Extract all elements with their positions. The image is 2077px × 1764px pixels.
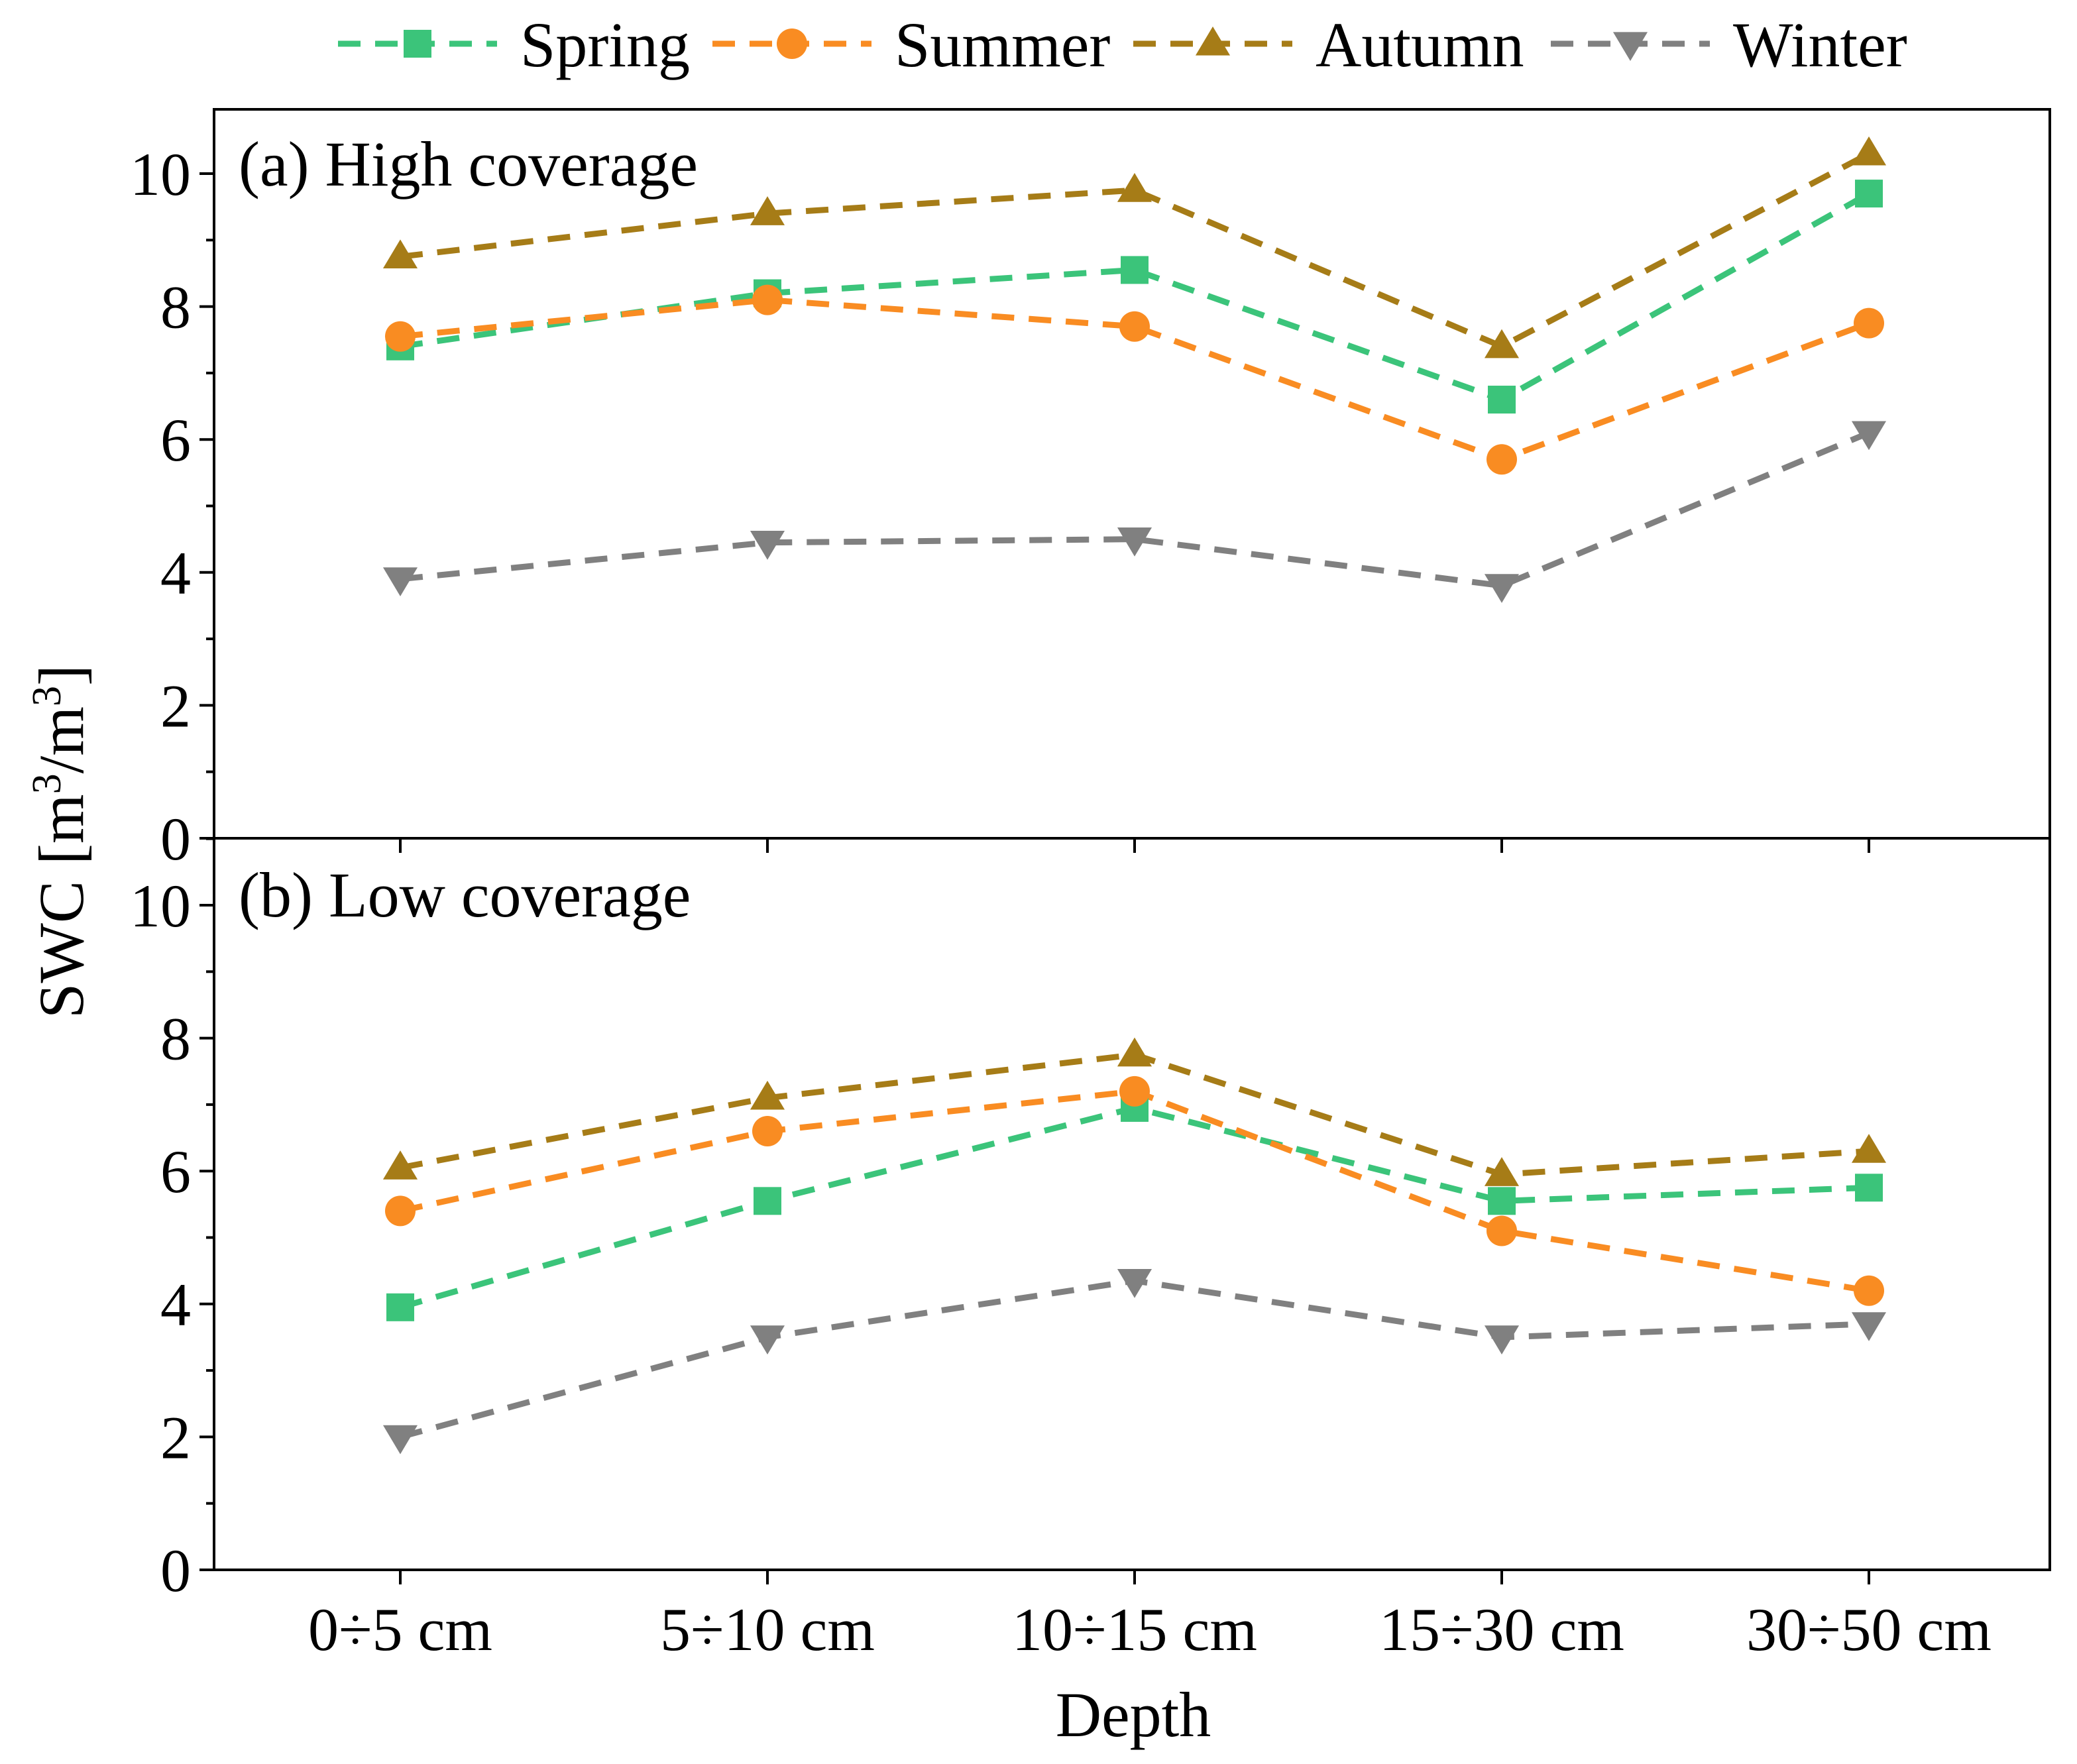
panel-low-coverage: (b) Low coverage 0 2 4 6 8 10 [130,837,2051,1604]
data-point-spring-5-10-cm [754,1187,781,1215]
legend-item-summer: Summer [712,9,1110,80]
x-axis-title: Depth [1056,1679,1211,1750]
x-tick-label-5-10-cm: 5÷10 cm [660,1596,875,1663]
y-axis-low-coverage: 0 2 4 6 8 10 [130,837,214,1604]
data-point-summer-10-15-cm [1119,311,1150,342]
y-tick-label: 10 [130,872,191,940]
y-tick-label: 0 [160,1537,191,1604]
legend-marker-summer [777,28,807,59]
data-point-summer-5-10-cm [752,284,783,315]
y-tick-label: 8 [160,1005,191,1073]
panel-title-low-coverage: (b) Low coverage [239,859,691,930]
y-tick-label: 6 [160,406,191,474]
data-point-winter-15-30-cm [1484,1325,1520,1354]
data-point-autumn-15-30-cm [1484,1157,1520,1186]
data-point-summer-10-15-cm [1119,1075,1150,1107]
data-point-spring-15-30-cm [1488,1187,1516,1215]
panel-frame [213,837,2051,1571]
data-point-summer-15-30-cm [1487,1215,1517,1246]
data-point-winter-0-5-cm [382,567,418,596]
y-tick-label: 0 [160,805,191,873]
y-tick-label: 6 [160,1138,191,1205]
data-point-autumn-10-15-cm [1117,1037,1152,1067]
data-point-spring-10-15-cm [1121,256,1149,284]
series-line-winter [400,430,1870,589]
legend-swatch-winter [1551,32,1710,62]
data-point-autumn-0-5-cm [382,239,418,269]
data-point-autumn-5-10-cm [750,1080,785,1110]
data-point-autumn-30-50-cm [1851,136,1887,166]
data-point-winter-5-10-cm [750,531,785,560]
data-point-autumn-30-50-cm [1851,1134,1887,1163]
x-tick-label-0-5-cm: 0÷5 cm [308,1596,492,1663]
data-point-summer-30-50-cm [1854,307,1884,339]
legend-label-summer: Summer [895,9,1110,80]
y-tick-label: 10 [130,140,191,208]
x-axis: 0÷5 cm 5÷10 cm 10÷15 cm 15÷30 cm 30÷50 cm [308,838,1992,1663]
panel-title-high-coverage: (a) High coverage [239,129,698,199]
data-point-winter-0-5-cm [382,1425,418,1455]
legend-item-autumn: Autumn [1133,9,1524,80]
x-tick-label-30-50-cm: 30÷50 cm [1746,1596,1992,1663]
data-point-autumn-0-5-cm [382,1150,418,1180]
data-point-autumn-15-30-cm [1484,329,1520,358]
data-point-spring-15-30-cm [1488,386,1516,414]
data-point-autumn-5-10-cm [750,196,785,225]
y-tick-label: 2 [160,1404,191,1471]
plot-low-coverage [382,1037,1887,1455]
y-tick-label: 8 [160,274,191,341]
legend-swatch-autumn [1133,26,1292,56]
legend: Spring Summer Autumn Winter [338,9,1907,80]
data-point-winter-15-30-cm [1484,574,1520,603]
panel-high-coverage: (a) High coverage 0 2 4 6 8 10 [130,108,2051,873]
y-tick-label: 2 [160,672,191,740]
data-point-spring-30-50-cm [1855,180,1883,208]
data-point-autumn-10-15-cm [1117,173,1152,202]
data-point-summer-30-50-cm [1854,1275,1884,1306]
legend-swatch-summer [712,28,871,59]
data-point-summer-0-5-cm [385,321,416,352]
y-axis-title: SWC [m3/m3] [25,665,97,1019]
legend-swatch-spring [338,30,497,58]
y-tick-label: 4 [160,539,191,607]
data-point-winter-10-15-cm [1117,527,1152,557]
series-line-spring [400,191,1871,403]
data-point-summer-0-5-cm [385,1195,416,1227]
x-tick-label-15-30-cm: 15÷30 cm [1379,1596,1624,1663]
legend-label-autumn: Autumn [1316,9,1524,80]
data-point-summer-5-10-cm [752,1116,783,1147]
data-point-winter-30-50-cm [1851,421,1887,451]
x-tick-label-10-15-cm: 10÷15 cm [1012,1596,1257,1663]
data-point-winter-10-15-cm [1117,1269,1152,1298]
legend-label-spring: Spring [520,9,690,80]
legend-marker-spring [404,30,431,58]
legend-item-winter: Winter [1551,9,1907,80]
y-axis-high-coverage: 0 2 4 6 8 10 [130,140,214,873]
series-line-autumn [400,150,1871,350]
legend-marker-autumn [1195,26,1231,56]
data-point-winter-30-50-cm [1851,1312,1887,1341]
y-tick-label: 4 [160,1271,191,1339]
data-point-summer-15-30-cm [1487,444,1517,475]
legend-marker-winter [1612,32,1648,62]
data-point-spring-0-5-cm [386,1293,414,1321]
plot-high-coverage [382,136,1887,603]
data-point-winter-5-10-cm [750,1325,785,1354]
data-point-spring-30-50-cm [1855,1174,1883,1202]
legend-label-winter: Winter [1733,9,1907,80]
legend-item-spring: Spring [338,9,690,80]
